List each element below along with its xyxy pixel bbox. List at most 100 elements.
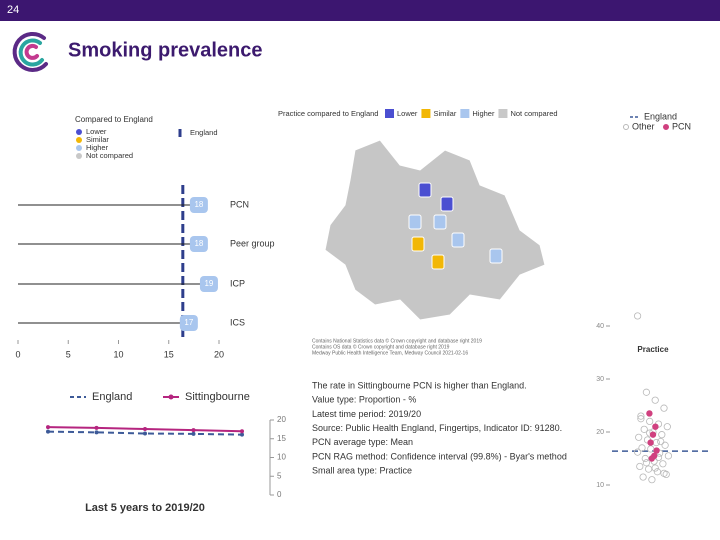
y-tick-label: 20 bbox=[277, 415, 286, 424]
legend-swatch bbox=[623, 124, 629, 130]
y-tick-label: 10 bbox=[277, 453, 286, 462]
legend-swatch bbox=[421, 109, 431, 118]
legend-label: Similar bbox=[433, 109, 456, 118]
title: Smoking prevalence bbox=[68, 39, 263, 61]
point bbox=[191, 428, 196, 433]
other-point bbox=[635, 433, 643, 441]
top-bar bbox=[0, 0, 720, 21]
map-area bbox=[324, 139, 546, 321]
other-point bbox=[661, 441, 669, 449]
other-point bbox=[659, 460, 667, 468]
x-tick-label: 0 bbox=[15, 349, 20, 359]
x-tick-label: 20 bbox=[214, 349, 224, 359]
point bbox=[46, 425, 50, 430]
other-point bbox=[647, 445, 655, 453]
dot bbox=[189, 236, 208, 252]
legend-label: Lower bbox=[397, 109, 418, 118]
slide-number: 24 bbox=[7, 4, 19, 16]
other-point bbox=[637, 415, 645, 423]
legend-swatch bbox=[76, 145, 82, 151]
x-tick-label: 15 bbox=[164, 349, 174, 359]
pcn-point bbox=[647, 439, 654, 446]
dot bbox=[179, 315, 198, 331]
y-tick-label: 5 bbox=[277, 471, 282, 480]
other-point bbox=[639, 473, 647, 481]
other-point bbox=[646, 417, 654, 425]
point bbox=[94, 425, 99, 430]
category-label: Peer group bbox=[230, 238, 275, 248]
point bbox=[191, 431, 196, 436]
y-tick-label: 15 bbox=[277, 434, 286, 443]
note: Source: Public Health England, Fingertip… bbox=[312, 423, 562, 433]
x-tick-label: 5 bbox=[66, 349, 71, 359]
pcn-point bbox=[648, 455, 655, 462]
dot bbox=[199, 276, 218, 292]
credit: Contains National Statistics data © Crow… bbox=[312, 337, 482, 344]
y-tick-label: 10 bbox=[596, 482, 604, 489]
value-label: 19 bbox=[204, 279, 213, 288]
category-label: ICS bbox=[230, 317, 245, 327]
logo bbox=[12, 32, 48, 72]
point bbox=[143, 427, 147, 431]
pcn-point bbox=[652, 423, 659, 430]
credit: Medway Public Health Intelligence Team, … bbox=[312, 350, 468, 356]
value-label: 18 bbox=[194, 200, 203, 209]
other-point bbox=[660, 404, 668, 412]
legend-swatch bbox=[76, 129, 82, 135]
other-point bbox=[651, 464, 659, 472]
y-tick-label: 30 bbox=[596, 376, 604, 383]
dot bbox=[189, 197, 208, 213]
category-label: PCN bbox=[230, 199, 249, 209]
legend-swatch bbox=[385, 109, 394, 118]
legend-label: Higher bbox=[86, 143, 109, 152]
other-point bbox=[640, 425, 648, 433]
note: Value type: Proportion - % bbox=[312, 395, 416, 405]
pcn-point bbox=[649, 431, 657, 438]
note: The rate in Sittingbourne PCN is higher … bbox=[312, 380, 527, 390]
note: PCN average type: Mean bbox=[312, 437, 413, 447]
legend-label: Sittingbourne bbox=[185, 391, 250, 403]
legend-label: Lower bbox=[86, 127, 107, 136]
series-line bbox=[47, 430, 243, 436]
y-tick-label: 40 bbox=[596, 323, 604, 330]
legend-title: Practice compared to England bbox=[278, 109, 378, 118]
other-point bbox=[636, 462, 644, 471]
legend-label: England bbox=[92, 391, 132, 403]
other-point bbox=[637, 412, 645, 420]
y-tick-label: 0 bbox=[277, 490, 282, 499]
map-markers bbox=[408, 182, 503, 270]
other-point bbox=[663, 423, 671, 431]
credit: Contains OS data © Crown copyright and d… bbox=[312, 343, 450, 350]
other-point bbox=[642, 459, 651, 467]
legend-label: Not compared bbox=[86, 151, 133, 160]
pcn-point bbox=[646, 410, 653, 417]
note: PCN RAG method: Confidence interval (99.… bbox=[312, 451, 567, 461]
x-tick-label: 10 bbox=[113, 349, 123, 359]
legend-title: Compared to England bbox=[75, 115, 153, 124]
legend-swatch bbox=[663, 124, 669, 130]
note: Latest time period: 2019/20 bbox=[312, 409, 421, 419]
y-tick-label: 20 bbox=[596, 429, 604, 436]
x-axis-label: Last 5 years to 2019/20 bbox=[85, 502, 205, 514]
other-point bbox=[664, 452, 673, 460]
other-point bbox=[658, 431, 666, 439]
legend-swatch bbox=[76, 153, 82, 159]
point bbox=[94, 430, 99, 435]
legend-swatch bbox=[168, 394, 174, 400]
legend-swatch bbox=[460, 109, 470, 118]
other-point bbox=[653, 468, 662, 476]
x-axis-label: Practice bbox=[637, 345, 669, 354]
other-point bbox=[638, 444, 646, 452]
legend-label: Other bbox=[632, 121, 655, 131]
value-label: 18 bbox=[194, 239, 203, 248]
other-point bbox=[633, 448, 642, 456]
legend-label: PCN bbox=[672, 121, 691, 131]
legend-label: England bbox=[644, 111, 677, 121]
category-label: ICP bbox=[230, 278, 245, 288]
point bbox=[143, 431, 147, 436]
legend-label: Higher bbox=[472, 109, 495, 118]
legend-swatch bbox=[76, 137, 82, 143]
value-label: 17 bbox=[184, 318, 193, 327]
other-point bbox=[651, 396, 659, 404]
